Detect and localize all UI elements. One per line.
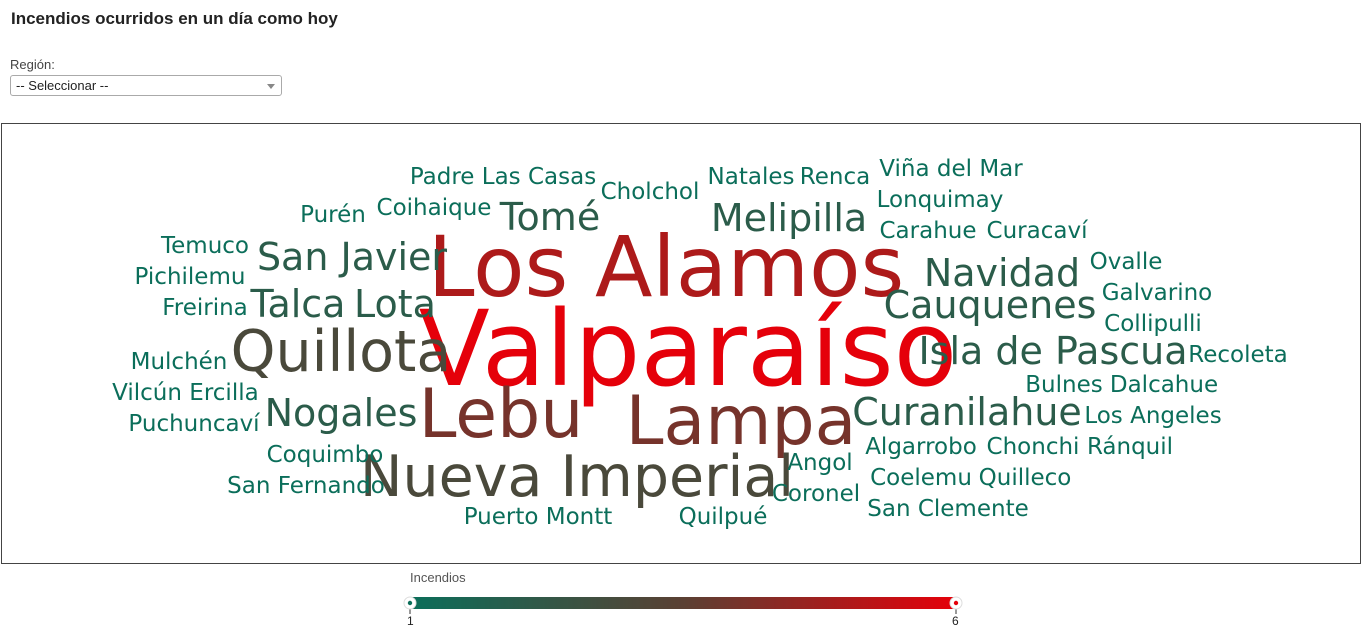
word-coquimbo[interactable]: Coquimbo	[267, 442, 384, 468]
word-algarrobo[interactable]: Algarrobo	[865, 434, 977, 460]
word-vina-del-mar[interactable]: Viña del Mar	[879, 156, 1023, 182]
word-lonquimay[interactable]: Lonquimay	[877, 187, 1004, 213]
word-quillota[interactable]: Quillota	[231, 319, 452, 385]
word-bulnes[interactable]: Bulnes	[1025, 372, 1102, 398]
word-curacavi[interactable]: Curacaví	[987, 218, 1089, 244]
color-legend	[403, 596, 963, 614]
word-ovalle[interactable]: Ovalle	[1090, 249, 1163, 275]
legend-gradient-bar	[410, 597, 956, 609]
region-select[interactable]: -- Seleccionar --	[10, 75, 282, 96]
word-puerto-montt[interactable]: Puerto Montt	[464, 504, 613, 530]
word-tome[interactable]: Tomé	[499, 195, 600, 239]
word-isla-de-pascua[interactable]: Isla de Pascua	[918, 329, 1187, 373]
page-title: Incendios ocurridos en un día como hoy	[11, 9, 338, 28]
word-pichilemu[interactable]: Pichilemu	[135, 264, 246, 290]
word-ercilla[interactable]: Ercilla	[189, 380, 258, 406]
legend-max-handle-dot	[953, 600, 959, 606]
chevron-down-icon[interactable]	[267, 84, 275, 89]
word-coelemu[interactable]: Coelemu	[870, 465, 972, 491]
word-mulchen[interactable]: Mulchén	[131, 349, 228, 375]
word-freirina[interactable]: Freirina	[162, 295, 248, 321]
region-label: Región:	[10, 57, 55, 72]
word-puchuncavi[interactable]: Puchuncaví	[128, 411, 260, 437]
legend-min-label: 1	[407, 614, 414, 628]
word-angol[interactable]: Angol	[787, 450, 852, 476]
word-coihaique[interactable]: Coihaique	[377, 195, 492, 221]
word-temuco[interactable]: Temuco	[160, 233, 249, 259]
word-padre-las-casas[interactable]: Padre Las Casas	[410, 164, 596, 190]
word-cholchol[interactable]: Cholchol	[601, 179, 700, 205]
word-vilcun[interactable]: Vilcún	[112, 380, 182, 406]
legend-max-label: 6	[952, 614, 959, 628]
word-san-javier[interactable]: San Javier	[257, 235, 447, 279]
word-cloud-panel: Valparaíso Los Alamos Lebu Lampa Nueva Imper…	[1, 123, 1361, 564]
word-cauquenes[interactable]: Cauquenes	[884, 283, 1097, 327]
word-quilleco[interactable]: Quilleco	[979, 465, 1072, 491]
word-recoleta[interactable]: Recoleta	[1188, 342, 1287, 368]
word-chonchi[interactable]: Chonchi	[987, 434, 1080, 460]
word-los-angeles[interactable]: Los Angeles	[1084, 403, 1221, 429]
word-renca[interactable]: Renca	[800, 164, 870, 190]
word-galvarino[interactable]: Galvarino	[1102, 280, 1213, 306]
word-quilpue[interactable]: Quilpué	[679, 504, 768, 530]
word-talca[interactable]: Talca	[250, 282, 346, 326]
word-carahue[interactable]: Carahue	[879, 218, 976, 244]
word-coronel[interactable]: Coronel	[772, 481, 860, 507]
word-natales[interactable]: Natales	[708, 164, 795, 190]
word-collipulli[interactable]: Collipulli	[1104, 311, 1202, 337]
word-lebu[interactable]: Lebu	[419, 375, 584, 454]
word-nogales[interactable]: Nogales	[265, 391, 418, 435]
word-los-alamos[interactable]: Los Alamos	[428, 218, 904, 316]
word-dalcahue[interactable]: Dalcahue	[1110, 372, 1218, 398]
word-navidad[interactable]: Navidad	[924, 251, 1080, 295]
legend-title: Incendios	[410, 570, 466, 585]
word-puren[interactable]: Purén	[300, 202, 366, 228]
word-san-clemente[interactable]: San Clemente	[867, 496, 1028, 522]
word-lota[interactable]: Lota	[354, 282, 436, 326]
word-melipilla[interactable]: Melipilla	[711, 196, 867, 240]
word-san-fernando[interactable]: San Fernando	[227, 473, 385, 499]
word-nueva-imperial[interactable]: Nueva Imperial	[360, 444, 794, 510]
legend-min-handle-dot	[407, 600, 413, 606]
word-curanilahue[interactable]: Curanilahue	[852, 390, 1082, 434]
word-lampa[interactable]: Lampa	[626, 382, 857, 461]
word-ranquil[interactable]: Ránquil	[1087, 434, 1173, 460]
region-select-value: -- Seleccionar --	[16, 78, 109, 93]
word-valparaiso[interactable]: Valparaíso	[419, 288, 958, 410]
